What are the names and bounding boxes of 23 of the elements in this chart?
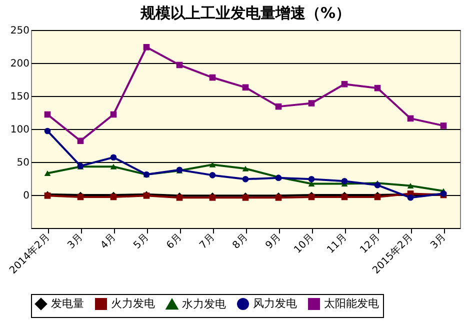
x-tick-label: 12月 xyxy=(358,232,382,256)
x-tick-label: 10月 xyxy=(292,232,316,256)
legend-label: 太阳能发电 xyxy=(324,297,379,310)
y-tick-label: 150 xyxy=(10,92,30,102)
legend-label: 水力发电 xyxy=(182,297,226,310)
x-tick-label: 6月 xyxy=(164,232,184,252)
x-tick-label: 3月 xyxy=(66,232,86,252)
y-tick-label: 200 xyxy=(10,58,30,70)
x-tick-label: 8月 xyxy=(230,232,250,252)
y-tick-label: 100 xyxy=(10,124,30,136)
x-tick-label: 7月 xyxy=(198,232,218,252)
legend-label: 发电量 xyxy=(51,297,84,310)
y-tick-label: 50 xyxy=(16,158,30,168)
legend-label: 风力发电 xyxy=(253,297,297,310)
y-tick-label: 0 xyxy=(23,190,30,202)
y-tick-label: 250 xyxy=(10,26,30,36)
legend-label: 火力发电 xyxy=(111,297,155,310)
x-tick-label: 3月 xyxy=(428,232,448,252)
x-tick-label: 5月 xyxy=(132,232,152,252)
x-tick-label: 11月 xyxy=(325,232,350,256)
chart-title: 规模以上工业发电量增速（%） xyxy=(139,4,351,22)
x-tick-label: 9月 xyxy=(264,232,284,252)
x-tick-label: 4月 xyxy=(98,232,118,252)
